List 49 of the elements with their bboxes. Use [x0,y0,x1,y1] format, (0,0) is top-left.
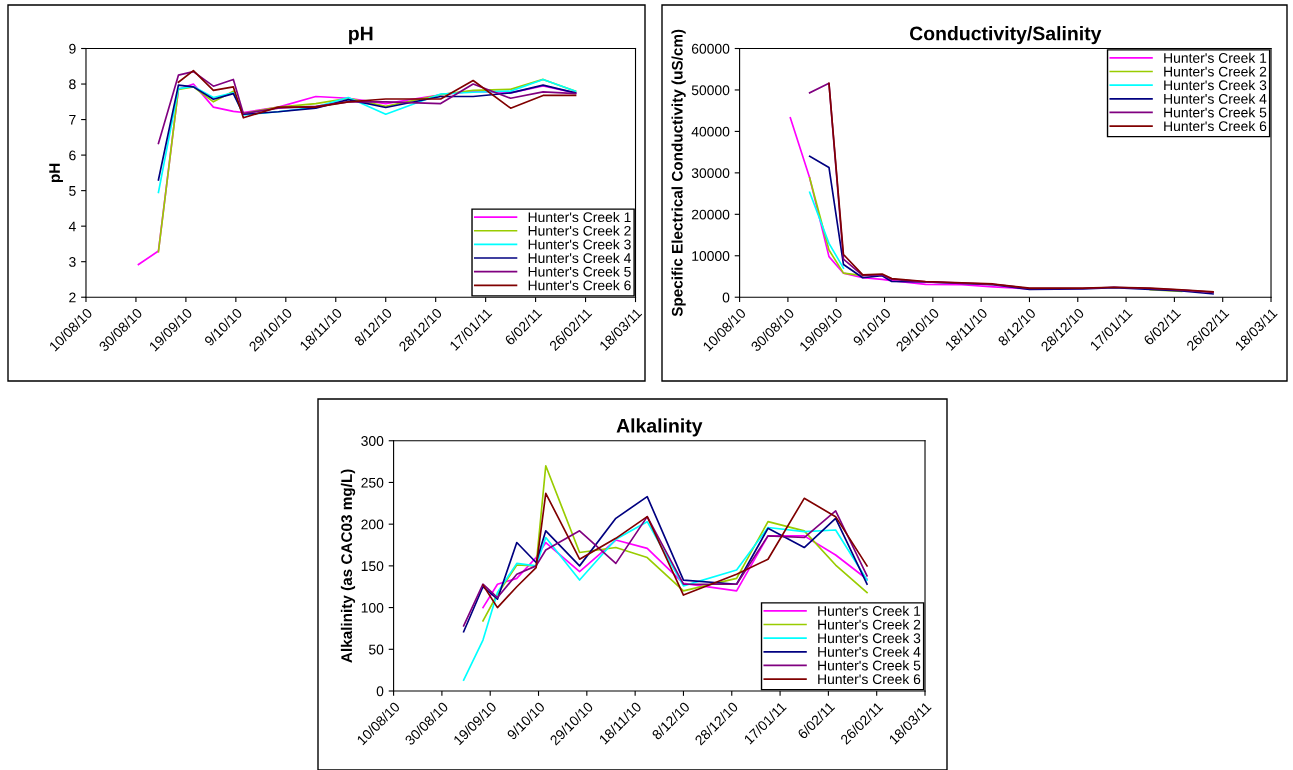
y-tick-label: 50 [368,644,384,655]
legend-label: Hunter's Creek 2 [528,225,631,236]
legend-label: Hunter's Creek 3 [818,632,921,644]
y-axis-title: pH [49,163,63,183]
y-tick-label: 300 [361,436,384,446]
legend-label: Hunter's Creek 3 [528,239,631,250]
legend-label: Hunter's Creek 5 [1164,107,1267,118]
y-tick-label: 20000 [691,209,730,220]
legend-label: Hunter's Creek 2 [1164,66,1267,77]
y-tick-label: 50000 [691,85,730,96]
legend-label: Hunter's Creek 6 [1164,120,1267,132]
legend-label: Hunter's Creek 2 [818,619,921,630]
chart-title: Conductivity/Salinity [909,26,1102,45]
legend-label: Hunter's Creek 4 [1164,93,1267,104]
line-series [157,84,577,181]
y-tick-label: 200 [361,519,384,530]
y-tick-label: 40000 [691,126,730,137]
y-tick-label: 6 [69,150,76,161]
chart-title: Alkalinity [616,418,703,437]
y-tick-label: 9 [69,43,76,54]
y-tick-label: 3 [69,257,76,267]
y-tick-label: 5 [69,186,76,196]
y-tick-label: 8 [69,79,76,90]
y-tick-label: 0 [376,686,384,697]
y-tick-label: 250 [361,477,384,488]
line-series [157,70,577,145]
y-axis-title: Specific Electrical Conductivity (uS/cm) [671,29,686,317]
y-tick-label: 100 [361,602,384,613]
y-tick-label: 30000 [691,168,730,179]
legend-label: Hunter's Creek 4 [528,252,631,264]
y-tick-label: 10000 [692,251,730,261]
legend-label: Hunter's Creek 5 [818,660,921,671]
legend-label: Hunter's Creek 3 [1164,79,1267,91]
legend-label: Hunter's Creek 6 [528,280,631,291]
legend-label: Hunter's Creek 6 [818,673,921,685]
legend-label: Hunter's Creek 4 [818,646,921,657]
legend-label: Hunter's Creek 1 [818,605,921,616]
y-tick-label: 0 [722,292,730,303]
legend-label: Hunter's Creek 1 [1164,52,1267,63]
legend-label: Hunter's Creek 5 [528,266,631,277]
y-tick-label: 60000 [691,43,730,54]
y-tick-label: 7 [69,115,76,125]
y-tick-label: 150 [361,561,384,572]
legend-label: Hunter's Creek 1 [528,211,631,223]
y-axis-title: Alkalinity (as CAC03 mg/L) [340,469,356,663]
chart-title: pH [349,26,373,45]
y-tick-label: 2 [69,292,76,303]
line-series [177,69,577,119]
y-tick-label: 4 [68,221,76,232]
